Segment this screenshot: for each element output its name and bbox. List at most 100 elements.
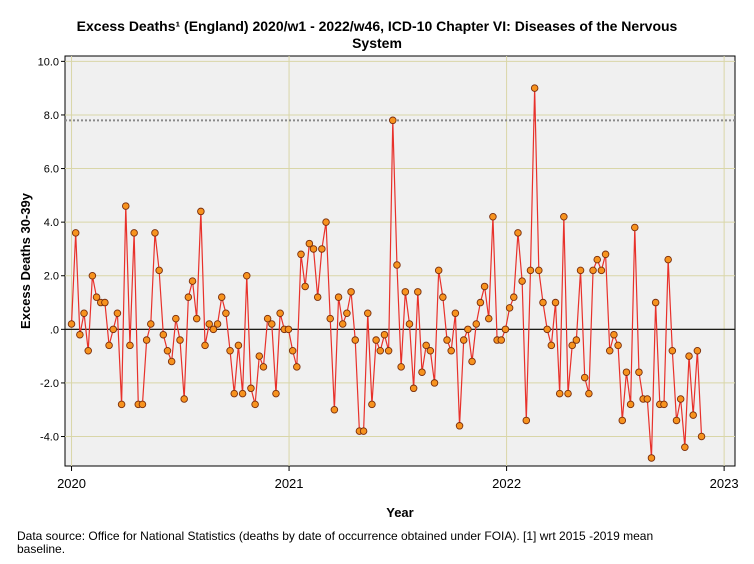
data-point [222, 309, 230, 318]
data-point [334, 293, 343, 301]
data-point [326, 314, 334, 323]
data-point [664, 255, 672, 264]
y-tick-label: 6.0 [44, 164, 59, 176]
data-point [205, 320, 213, 328]
data-point [497, 336, 506, 344]
chart-title-line-1: Excess Deaths¹ (England) 2020/w1 - 2022/… [77, 18, 678, 34]
data-point [434, 266, 443, 275]
data-point [284, 325, 293, 334]
data-point [155, 266, 163, 275]
data-point [167, 357, 176, 366]
y-axis-title: Excess Deaths 30-39y [18, 192, 33, 329]
data-point [251, 400, 259, 409]
data-point [597, 266, 606, 275]
data-point [681, 443, 689, 451]
data-point [351, 336, 359, 344]
data-point [593, 255, 601, 264]
data-point [626, 400, 635, 409]
data-point [293, 363, 301, 371]
data-point [430, 379, 439, 387]
data-point [393, 261, 401, 269]
data-series [67, 84, 706, 462]
data-point [568, 341, 576, 350]
data-point [439, 293, 447, 301]
data-point [551, 298, 560, 307]
data-point [330, 405, 339, 414]
data-point [414, 288, 422, 296]
data-point [443, 336, 451, 344]
data-point [564, 389, 572, 398]
data-point [276, 309, 284, 318]
y-tick-label: .0 [50, 324, 59, 336]
data-point [347, 288, 355, 296]
data-point [67, 320, 76, 328]
data-point [526, 266, 535, 275]
data-point [105, 341, 113, 350]
data-point [606, 347, 614, 355]
data-point [364, 309, 372, 318]
y-tick-label: -4.0 [40, 432, 59, 444]
data-point [147, 320, 155, 328]
data-point [188, 277, 197, 285]
data-point [217, 293, 226, 301]
x-tick-label: 2022 [492, 476, 521, 491]
y-tick-label: 10.0 [38, 56, 59, 68]
footnote-line-2: baseline. [17, 542, 65, 556]
footnote-line-1: Data source: Office for National Statist… [17, 529, 653, 543]
data-point [268, 320, 276, 328]
data-point [459, 336, 468, 344]
data-point [572, 336, 581, 344]
data-point [263, 314, 272, 323]
data-point [560, 213, 568, 221]
data-point [117, 400, 126, 409]
data-point [601, 250, 610, 259]
data-point [451, 309, 460, 318]
data-point [660, 400, 668, 409]
data-point [92, 293, 101, 301]
data-point [610, 330, 618, 339]
data-point [76, 330, 84, 339]
data-point [238, 389, 247, 398]
data-point [535, 266, 543, 275]
data-point [126, 341, 134, 350]
data-point [472, 320, 480, 328]
data-point [176, 336, 184, 344]
data-point [88, 271, 97, 280]
data-point [651, 298, 660, 307]
data-point [305, 239, 314, 248]
data-point [622, 368, 631, 376]
data-point [555, 389, 564, 398]
data-point [163, 347, 172, 355]
data-point [372, 336, 380, 344]
data-point [676, 395, 685, 403]
data-point [426, 347, 435, 355]
data-point [522, 416, 531, 425]
data-point [485, 314, 493, 323]
data-point [589, 266, 597, 275]
data-point [226, 347, 234, 355]
data-point [635, 368, 643, 376]
data-point [489, 213, 497, 221]
data-point [447, 347, 455, 355]
data-point [230, 389, 238, 398]
data-point [209, 325, 218, 334]
data-point [368, 400, 376, 409]
data-point [455, 422, 464, 430]
data-point [647, 454, 656, 462]
data-point [585, 389, 593, 398]
data-point [614, 341, 622, 350]
data-point [151, 229, 159, 237]
data-point [539, 298, 547, 307]
data-point [142, 336, 151, 344]
data-point [389, 116, 397, 125]
data-point [80, 309, 88, 318]
data-point [272, 389, 280, 398]
data-point [201, 341, 209, 350]
data-point [343, 309, 351, 318]
data-point [159, 330, 168, 339]
x-tick-label: 2020 [57, 476, 86, 491]
data-point [464, 325, 472, 334]
data-point [530, 84, 539, 92]
data-point [113, 309, 122, 318]
